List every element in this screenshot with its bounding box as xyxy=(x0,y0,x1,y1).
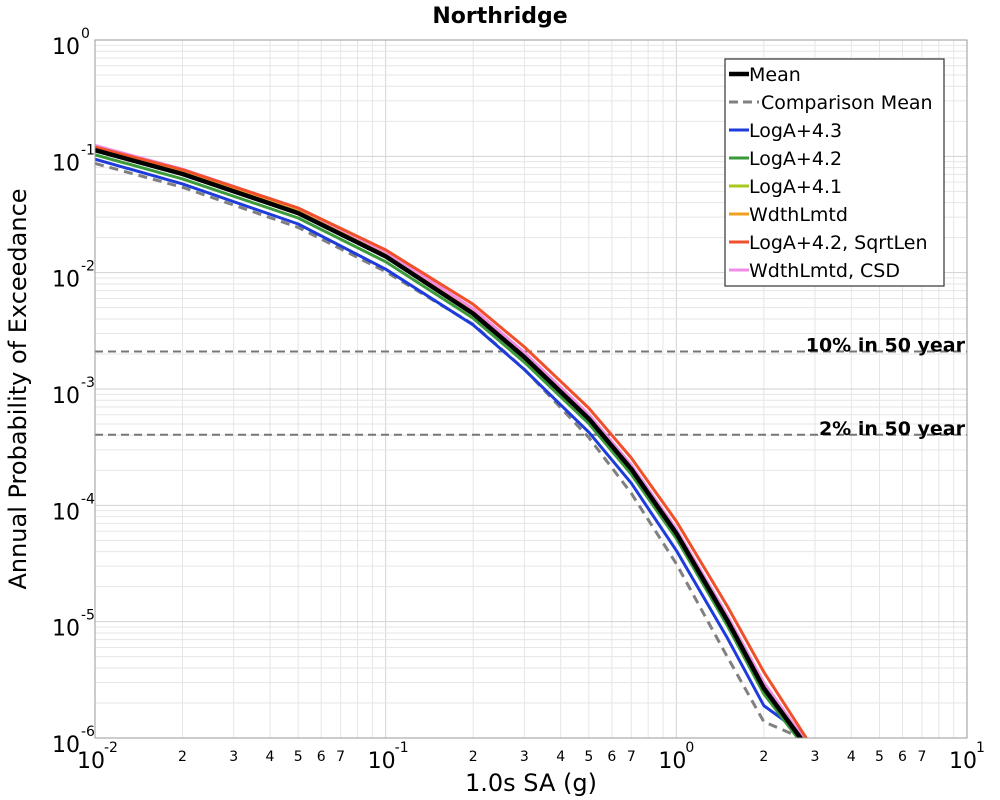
y-tick-exponent: -1 xyxy=(81,142,95,158)
x-tick-label: 10 xyxy=(658,749,686,774)
reference-line-label: 10% in 50 year xyxy=(806,335,966,357)
legend-label: LogA+4.2 xyxy=(749,148,842,170)
x-minor-tick-label: 6 xyxy=(607,749,616,765)
chart-title: Northridge xyxy=(432,4,567,29)
series-line xyxy=(95,157,803,735)
x-tick-label: 10 xyxy=(77,749,105,774)
x-minor-tick-label: 5 xyxy=(584,749,593,765)
y-tick-label: 10 xyxy=(52,151,80,176)
x-minor-tick-label: 5 xyxy=(875,749,884,765)
x-tick-label: 10 xyxy=(949,749,977,774)
y-tick-exponent: -4 xyxy=(81,491,95,507)
legend-label: WdthLmtd, CSD xyxy=(749,260,900,282)
x-minor-tick-label: 2 xyxy=(178,749,187,765)
legend-box xyxy=(724,58,945,287)
y-tick-exponent: -5 xyxy=(81,608,95,624)
x-tick-exponent: -1 xyxy=(395,740,409,756)
x-axis-label: 1.0s SA (g) xyxy=(465,769,597,797)
y-tick-exponent: -6 xyxy=(81,724,95,740)
y-tick-label: 10 xyxy=(52,617,80,642)
x-minor-tick-label: 3 xyxy=(811,749,820,765)
y-tick-exponent: -2 xyxy=(81,259,95,275)
x-tick-exponent: 1 xyxy=(976,740,985,756)
y-tick-label: 10 xyxy=(52,35,80,60)
y-tick-label: 10 xyxy=(52,500,80,525)
x-minor-tick-label: 2 xyxy=(469,749,478,765)
x-tick-exponent: 0 xyxy=(685,740,694,756)
series-line xyxy=(95,161,798,738)
x-minor-tick-label: 3 xyxy=(229,749,238,765)
legend-label: Mean xyxy=(749,64,801,86)
x-minor-tick-label: 4 xyxy=(847,749,856,765)
x-tick-exponent: -2 xyxy=(104,740,118,756)
x-minor-tick-label: 2 xyxy=(759,749,768,765)
legend-label: LogA+4.2, SqrtLen xyxy=(749,232,928,254)
series-line xyxy=(95,148,804,738)
x-minor-tick-label: 3 xyxy=(520,749,529,765)
y-tick-label: 10 xyxy=(52,384,80,409)
reference-line-label: 2% in 50 year xyxy=(819,418,966,440)
grid xyxy=(94,39,968,739)
x-minor-tick-label: 4 xyxy=(266,749,275,765)
series-line xyxy=(95,145,808,738)
legend-label: LogA+4.1 xyxy=(749,176,842,198)
x-minor-tick-label: 7 xyxy=(336,749,345,765)
reference-lines: 10% in 50 year 2% in 50 year xyxy=(95,335,967,440)
x-minor-tick-label: 7 xyxy=(918,749,927,765)
y-tick-label: 10 xyxy=(52,268,80,293)
legend-label: LogA+4.3 xyxy=(749,120,842,142)
x-minor-tick-label: 7 xyxy=(627,749,636,765)
legend: Mean Comparison Mean LogA+4.3 LogA+4.2 LogA+… xyxy=(724,58,945,287)
x-minor-tick-label: 4 xyxy=(556,749,565,765)
x-minor-tick-label: 6 xyxy=(898,749,907,765)
series-group xyxy=(95,144,808,738)
legend-label: WdthLmtd xyxy=(749,204,848,226)
y-axis-label: Annual Probability of Exceedance xyxy=(4,188,32,589)
y-tick-label: 10 xyxy=(52,733,80,758)
x-tick-label: 10 xyxy=(368,749,396,774)
x-minor-tick-label: 6 xyxy=(317,749,326,765)
legend-label: Comparison Mean xyxy=(761,92,933,114)
y-tick-exponent: 0 xyxy=(81,26,90,42)
y-tick-exponent: -3 xyxy=(81,375,95,391)
x-minor-tick-label: 5 xyxy=(294,749,303,765)
series-line xyxy=(95,153,800,738)
plot-border xyxy=(94,39,968,739)
